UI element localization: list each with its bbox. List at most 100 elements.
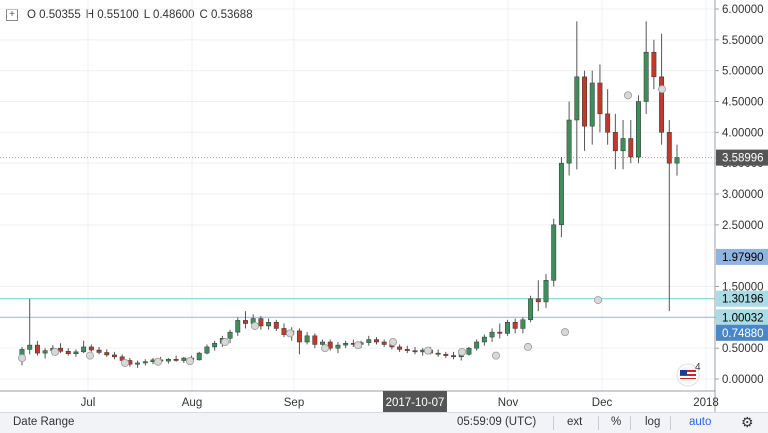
candle	[528, 295, 534, 323]
ohlc-open: O 0.50355	[27, 9, 81, 21]
dividend-marker[interactable]	[185, 357, 194, 366]
dividend-marker[interactable]	[153, 357, 162, 366]
candle	[366, 335, 372, 346]
candle	[666, 120, 672, 312]
ext-toggle[interactable]: ext	[567, 416, 583, 428]
price-tick-label: 1.50000	[722, 282, 764, 294]
candle	[374, 337, 379, 345]
dividend-marker[interactable]	[17, 354, 26, 363]
toolbar-divider	[630, 416, 631, 430]
dividend-marker[interactable]	[624, 91, 633, 100]
crosshair-date: 2017-10-07	[386, 397, 445, 409]
candle	[397, 344, 403, 352]
dividend-marker[interactable]	[320, 344, 329, 353]
candle	[204, 344, 210, 355]
price-label-value: 3.58996	[722, 153, 764, 165]
candle	[235, 317, 241, 336]
candle	[566, 101, 572, 176]
dividend-marker[interactable]	[353, 341, 362, 350]
candle	[212, 340, 218, 351]
dividend-marker[interactable]	[250, 321, 259, 330]
candle	[589, 70, 595, 145]
candle	[628, 120, 634, 164]
dividend-marker[interactable]	[423, 346, 432, 355]
candle	[551, 218, 557, 287]
price-tick-label: 6.00000	[722, 4, 764, 16]
auto-scale-toggle[interactable]: auto	[689, 416, 712, 428]
price-label-last: 3.58996	[716, 149, 768, 166]
candle	[304, 332, 310, 345]
earnings-flag-icon[interactable]: 4	[676, 362, 701, 387]
price-label-level2: 1.30196	[716, 290, 768, 307]
price-tick-label: 5.00000	[722, 66, 764, 78]
ohlc-close: C 0.53688	[199, 9, 253, 21]
dividend-marker[interactable]	[388, 337, 397, 346]
price-tick-label: 2.50000	[722, 220, 764, 232]
time-axis[interactable]: Jul Aug Sep Nov Dec 2018	[81, 397, 719, 409]
candle	[243, 311, 248, 329]
ohlc-high: H 0.55100	[85, 9, 139, 21]
price-label-value: 0.74880	[722, 328, 764, 340]
time-tick-label: Dec	[592, 397, 613, 409]
price-label-level1: 1.97990	[716, 248, 768, 265]
dividend-marker[interactable]	[457, 347, 466, 356]
dividend-marker[interactable]	[594, 296, 603, 305]
toolbar-divider	[670, 416, 671, 430]
candle	[489, 328, 495, 342]
dividend-marker[interactable]	[220, 337, 229, 346]
candle	[535, 280, 541, 312]
dividend-marker[interactable]	[658, 85, 667, 94]
candle	[227, 329, 233, 344]
price-label-level3: 1.00032	[716, 309, 768, 326]
bottom-toolbar: Date Range 05:59:09 (UTC) ext % log auto…	[0, 412, 768, 433]
candle	[543, 274, 549, 309]
event-count: 4	[695, 362, 701, 373]
dividend-marker[interactable]	[491, 351, 500, 360]
candle	[104, 349, 110, 357]
time-tick-label: 2018	[693, 397, 719, 409]
price-tick-label: 5.50000	[722, 35, 764, 47]
candle	[196, 351, 202, 361]
dividend-marker[interactable]	[121, 358, 130, 367]
candle	[381, 339, 387, 347]
price-tick-label: 0.50000	[722, 343, 764, 355]
candle	[65, 348, 71, 356]
candle	[558, 157, 564, 238]
candle	[81, 340, 87, 354]
candle	[181, 356, 187, 363]
candle	[312, 333, 318, 349]
candle	[505, 319, 510, 336]
utc-clock[interactable]: 05:59:09 (UTC)	[457, 416, 537, 428]
dividend-marker[interactable]	[561, 328, 570, 337]
candle	[520, 317, 526, 334]
settings-gear-icon[interactable]: ⚙	[741, 414, 754, 430]
candle	[474, 339, 480, 351]
time-tick-label: Nov	[498, 397, 519, 409]
candle	[643, 21, 649, 114]
candle	[435, 349, 441, 357]
ohlc-legend: + O 0.50355 H 0.55100 L 0.48600 C 0.5368…	[6, 9, 253, 21]
candle	[327, 339, 333, 351]
percent-toggle[interactable]: %	[611, 416, 622, 428]
candle	[296, 328, 302, 355]
log-toggle[interactable]: log	[645, 416, 661, 428]
price-label-value: 1.97990	[722, 252, 764, 264]
candle	[612, 113, 618, 170]
price-tick-label: 3.00000	[722, 189, 764, 201]
candle	[42, 348, 48, 359]
dividend-marker[interactable]	[285, 329, 294, 338]
candle	[481, 334, 487, 346]
candle	[335, 342, 341, 354]
dividend-marker[interactable]	[51, 347, 60, 356]
candlesticks	[19, 21, 680, 368]
toolbar-divider	[553, 416, 554, 430]
candle	[636, 95, 641, 164]
date-range-button[interactable]: Date Range	[13, 416, 75, 428]
dividend-marker[interactable]	[86, 351, 95, 360]
price-chart[interactable]: 6.000005.500005.000004.500004.000003.500…	[0, 0, 768, 412]
candle	[674, 144, 680, 176]
candle	[404, 345, 410, 354]
time-tick-label: Aug	[182, 397, 202, 409]
dividend-marker[interactable]	[524, 342, 533, 351]
event-markers	[17, 85, 667, 367]
